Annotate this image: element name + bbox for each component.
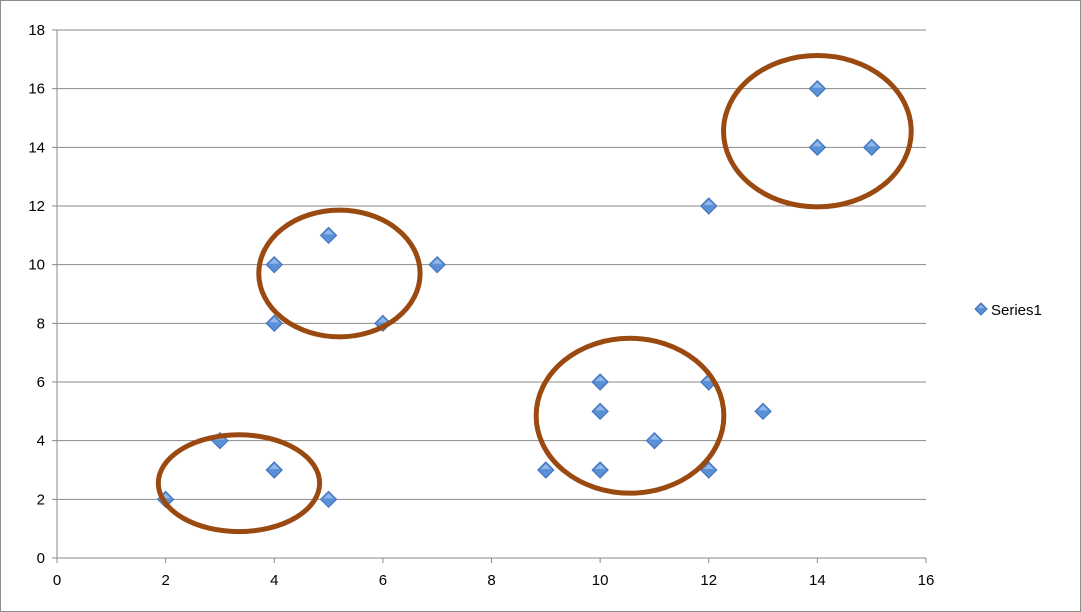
y-tick-label: 8 [37,315,45,332]
cluster-ellipse [256,207,423,340]
data-point [808,138,827,157]
data-point [862,138,881,157]
cluster-ellipses [155,53,914,535]
data-point [537,461,555,479]
x-tick-label: 4 [270,572,278,589]
gridlines [57,29,926,500]
x-tick-label: 6 [379,572,387,589]
data-point [808,79,827,98]
y-tick-label: 16 [28,81,45,98]
y-tick-label: 0 [37,550,45,567]
data-point [319,226,338,245]
cluster-ellipse [721,53,914,210]
cluster-ellipse [533,335,727,496]
legend-label: Series1 [991,302,1042,319]
x-tick-label: 2 [161,572,169,589]
axes [52,29,927,563]
x-tick-label: 8 [487,572,495,589]
data-points [156,79,881,509]
y-tick-label: 6 [37,374,45,391]
y-tick-label: 2 [37,491,45,508]
x-tick-label: 0 [53,572,61,589]
data-point [591,373,609,391]
x-tick-label: 14 [809,572,826,589]
data-point [265,461,283,479]
data-point [591,461,609,479]
y-tick-label: 14 [28,139,45,156]
legend: Series1 [974,302,1042,319]
y-tick-label: 12 [28,198,45,215]
data-point [591,402,609,421]
tick-labels: 0 2 4 6 8 10 12 14 16 18 0 2 4 6 8 10 12 14 16 [28,22,934,589]
data-point [319,490,338,509]
data-point [265,255,283,274]
data-point [428,255,446,274]
data-point [265,314,283,333]
y-tick-label: 18 [28,22,45,39]
cluster-ellipse [155,432,323,535]
x-tick-label: 12 [700,572,717,589]
y-tick-label: 4 [37,433,45,450]
legend-marker [974,302,988,316]
x-tick-label: 16 [918,572,935,589]
data-point [754,402,772,421]
data-point [645,431,664,450]
data-point [700,197,718,215]
y-tick-label: 10 [28,257,45,274]
x-tick-label: 10 [592,572,609,589]
